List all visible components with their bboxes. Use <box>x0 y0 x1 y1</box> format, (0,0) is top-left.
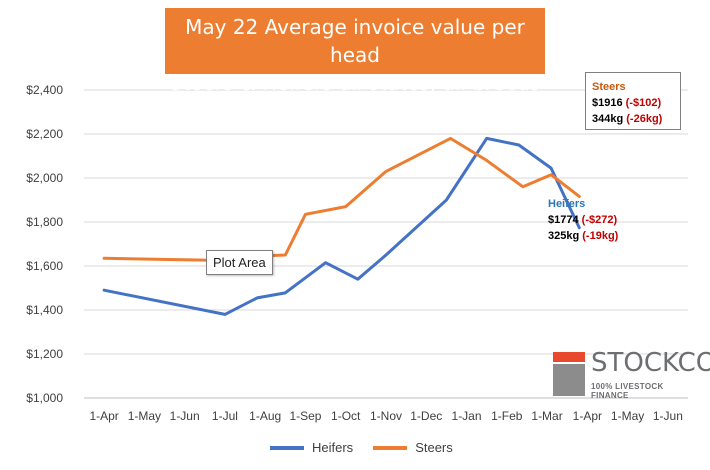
legend-item-steers: Steers <box>373 440 453 455</box>
heifers-annotation-price-row: $1774 (-$272) <box>548 212 618 228</box>
heifers-annotation-weight-row: 325kg (-19kg) <box>548 228 618 244</box>
legend-item-heifers: Heifers <box>270 440 353 455</box>
y-tick-label: $2,000 <box>26 171 63 185</box>
y-tick-label: $1,600 <box>26 259 63 273</box>
logo-mark-top <box>553 352 585 362</box>
chart-title: May 22 Average invoice value per head St… <box>165 8 545 95</box>
gridlines <box>84 89 688 399</box>
x-tick-label: 1-Jun <box>170 409 200 423</box>
series-line-heifers <box>102 136 581 316</box>
steers-annotation-price-row: $1916 (-$102) <box>592 95 674 111</box>
steers-price-change: (-$102) <box>625 97 662 109</box>
legend-label-heifers: Heifers <box>312 440 354 455</box>
heifers-price-change: (-$272) <box>581 214 618 226</box>
logo-tagline: 100% LIVESTOCK FINANCE <box>591 382 664 400</box>
series-line-steers <box>102 136 581 262</box>
heifers-annotation-label: Heifers <box>548 198 586 210</box>
x-tick-label: 1-Feb <box>491 409 523 423</box>
x-tick-label: 1-Nov <box>370 409 402 423</box>
heifers-annotation: Heifers $1774 (-$272) 325kg (-19kg) <box>548 196 618 244</box>
logo-mark-bottom <box>553 364 585 396</box>
stockco-logo: STOCKCO 100% LIVESTOCK FINANCE <box>553 348 710 400</box>
plot-area-tooltip: Plot Area <box>206 250 273 275</box>
y-tick-label: $2,400 <box>26 83 63 97</box>
steers-weight-change: (-26kg) <box>626 113 663 125</box>
x-tick-label: 1-Dec <box>410 409 442 423</box>
steers-weight: 344kg <box>592 113 624 125</box>
x-tick-label: 1-Oct <box>331 409 361 423</box>
x-tick-label: 1-May <box>128 409 161 423</box>
legend-label-steers: Steers <box>415 440 453 455</box>
x-tick-label: 1-Aug <box>249 409 281 423</box>
x-axis-ticks: 1-Apr 1-May 1-Jun 1-Jul 1-Aug 1-Sep 1-Oct 1-Nov… <box>89 409 682 423</box>
x-tick-label: 1-Apr <box>573 409 602 423</box>
x-tick-label: 1-Jun <box>653 409 683 423</box>
y-tick-label: $1,200 <box>26 347 63 361</box>
x-tick-label: 1-Apr <box>89 409 118 423</box>
steers-annotation-weight-row: 344kg (-26kg) <box>592 111 674 127</box>
x-tick-label: 1-Jul <box>212 409 238 423</box>
chart-legend: Heifers Steers <box>270 440 453 455</box>
heifers-price: $1774 <box>548 214 579 226</box>
x-tick-label: 1-Sep <box>289 409 321 423</box>
chart-title-line2: Steers & Heifers all states, all breeds <box>169 71 541 95</box>
y-tick-label: $1,400 <box>26 303 63 317</box>
heifers-weight: 325kg <box>548 230 580 242</box>
x-tick-label: 1-May <box>611 409 644 423</box>
steers-annotation: Steers $1916 (-$102) 344kg (-26kg) <box>585 72 681 130</box>
x-tick-label: 1-Mar <box>531 409 562 423</box>
y-tick-label: $1,800 <box>26 215 63 229</box>
legend-swatch-heifers <box>270 445 304 450</box>
chart-title-line1: May 22 Average invoice value per head <box>185 15 525 67</box>
y-tick-label: $2,200 <box>26 127 63 141</box>
steers-annotation-label: Steers <box>592 81 626 93</box>
heifers-weight-change: (-19kg) <box>582 230 619 242</box>
x-tick-label: 1-Jan <box>452 409 482 423</box>
y-tick-label: $1,000 <box>26 391 63 405</box>
series-lines <box>102 136 581 316</box>
legend-swatch-steers <box>373 445 408 450</box>
steers-price: $1916 <box>592 97 623 109</box>
y-axis-ticks: $1,000 $1,200 $1,400 $1,600 $1,800 $2,000 $2,2… <box>26 83 63 405</box>
logo-name: STOCKCO <box>591 348 710 378</box>
